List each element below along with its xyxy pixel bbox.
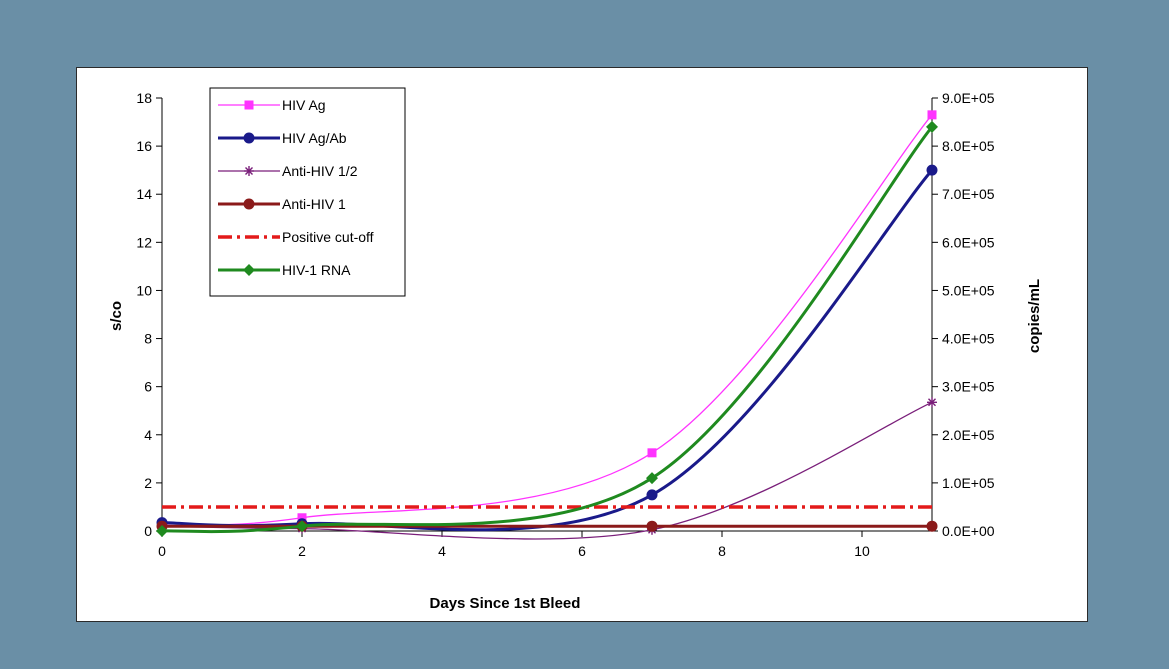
legend-label: Positive cut-off (282, 229, 374, 245)
legend-box (209, 87, 406, 297)
chart-panel: 0 2 4 6 8 10 12 14 16 18 0.0E+00 1.0E+05 2.0E+05 3.0E… (76, 67, 1088, 622)
data-point (927, 110, 937, 120)
legend-marker (243, 264, 255, 276)
legend-marker (244, 100, 254, 110)
legend-item: Anti-HIV 1 (218, 196, 346, 212)
y2-tick-label: 6.0E+05 (942, 234, 995, 250)
series-line (161, 125, 934, 534)
y2-tick-label: 0.0E+00 (942, 523, 995, 539)
y2-tick-label: 8.0E+05 (942, 138, 995, 154)
y-tick-label: 8 (144, 331, 152, 347)
y-axis-title: s/co (108, 301, 125, 331)
legend-label: Anti-HIV 1/2 (282, 163, 358, 179)
data-point (297, 513, 307, 523)
data-point (296, 520, 308, 533)
chart-svg: 0 2 4 6 8 10 12 14 16 18 0.0E+00 1.0E+05 2.0E+05 3.0E… (108, 87, 1043, 612)
data-point (926, 520, 938, 532)
x-tick-label: 2 (298, 543, 306, 559)
legend-label: HIV Ag/Ab (282, 130, 347, 146)
y2-tick-label: 9.0E+05 (942, 90, 995, 106)
x-axis-title: Days Since 1st Bleed (430, 595, 581, 612)
legend-marker (243, 198, 255, 210)
y2-tick-label: 7.0E+05 (942, 186, 995, 202)
legend: HIV Ag HIV Ag/Ab Anti-HIV 1/2 Anti-HIV 1 Pos… (209, 87, 406, 297)
x-tick-label: 0 (158, 543, 166, 559)
x-tick-label: 8 (718, 543, 726, 559)
y2-tick-label: 4.0E+05 (942, 331, 995, 347)
data-point (927, 397, 937, 408)
y-tick-label: 6 (144, 379, 152, 395)
data-point (647, 448, 657, 458)
data-point (926, 164, 938, 176)
data-point (646, 472, 658, 485)
y2-tick-label: 1.0E+05 (942, 475, 995, 491)
y2-axis-title: copies/mL (1026, 279, 1043, 353)
legend-item: HIV Ag/Ab (218, 130, 347, 146)
legend-label: Anti-HIV 1 (282, 196, 346, 212)
series-anti-hiv-1-2 (157, 397, 937, 540)
legend-label: HIV-1 RNA (282, 262, 351, 278)
y2-tick-label: 3.0E+05 (942, 379, 995, 395)
y2-tick-label: 2.0E+05 (942, 427, 995, 443)
y-tick-label: 16 (136, 138, 152, 154)
legend-label: HIV Ag (282, 97, 326, 113)
y-tick-label: 12 (136, 234, 152, 250)
series-line (161, 114, 933, 526)
y-tick-label: 4 (144, 427, 152, 443)
x-tick-label: 10 (854, 543, 870, 559)
y-tick-label: 14 (136, 186, 152, 202)
legend-item: HIV Ag (218, 97, 326, 113)
y-tick-label: 0 (144, 523, 152, 539)
data-point (646, 489, 658, 501)
x-tick-label: 4 (438, 543, 446, 559)
legend-item: Positive cut-off (218, 229, 374, 245)
legend-marker (244, 166, 254, 176)
legend-item: Anti-HIV 1/2 (218, 163, 358, 179)
legend-marker (243, 132, 255, 144)
y2-tick-label: 5.0E+05 (942, 282, 995, 298)
legend-item: HIV-1 RNA (218, 262, 351, 278)
y-tick-label: 2 (144, 475, 152, 491)
data-point (926, 120, 938, 133)
y-tick-label: 10 (136, 282, 152, 298)
series-line (161, 401, 933, 540)
series-layer (156, 110, 938, 540)
data-point (156, 525, 168, 537)
axes: 0 2 4 6 8 10 12 14 16 18 0.0E+00 1.0E+05 2.0E+05 3.0E… (136, 90, 994, 559)
y-tick-label: 18 (136, 90, 152, 106)
x-tick-label: 6 (578, 543, 586, 559)
data-point (646, 520, 658, 532)
series-hiv-1-rna (156, 120, 938, 537)
